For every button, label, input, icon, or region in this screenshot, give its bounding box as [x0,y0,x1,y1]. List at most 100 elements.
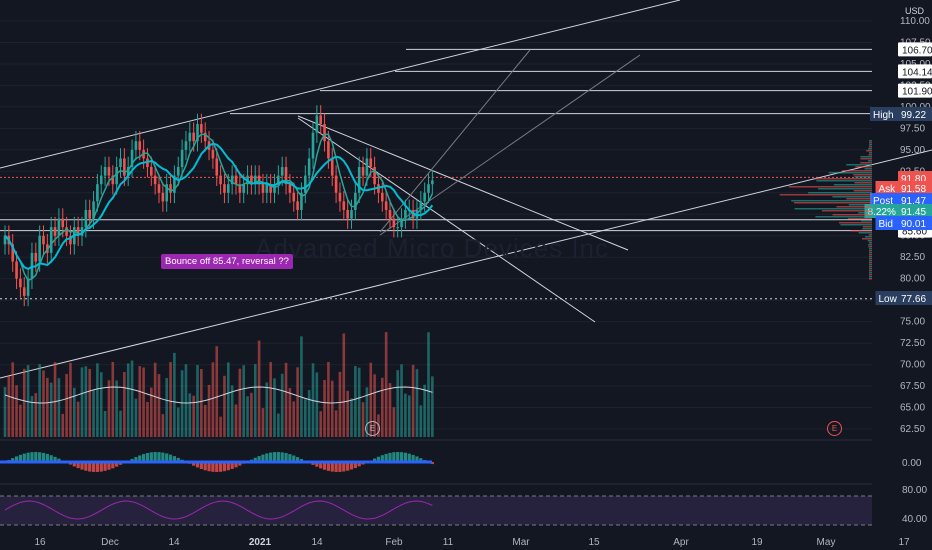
y-tick-label: 95.00 [900,145,925,156]
macd-bar [199,462,203,469]
volume-bar [99,372,103,437]
x-tick-label: 19 [751,537,763,548]
volume-bar [253,364,257,437]
volume-profile-bar [869,278,872,280]
macd-bar [299,458,304,462]
candle-body [330,158,334,176]
volume-bar [7,375,11,437]
volume-bar [261,408,265,437]
volume-bar [176,407,180,437]
x-tick-label: 15 [588,537,600,548]
macd-bar [134,457,138,462]
y-tick-label: 62.50 [900,424,925,435]
volume-bar [400,364,403,437]
macd-bar [72,462,76,467]
candle-body [253,175,257,185]
candle-body [57,218,61,236]
macd-bar [322,462,327,470]
macd-bar [234,462,238,468]
volume-profile-bar [869,256,872,258]
macd-bar [399,452,404,462]
candle-body [269,184,272,193]
macd-bar [407,453,411,462]
candle-body [319,115,322,125]
macd-bar [411,454,415,462]
candle-body [250,175,253,185]
volume-bar [188,393,192,437]
candle-body [15,261,18,279]
macd-bar [284,453,288,462]
volume-profile-bar [860,156,872,158]
trend-line [379,49,531,233]
candle-body [288,184,292,193]
volume-profile-bar [816,180,872,182]
x-tick-label: 11 [443,537,454,548]
volume-bar [357,367,361,437]
candle-body [96,184,99,202]
price-tag-label: High [873,110,894,121]
volume-profile-bar [867,240,872,242]
macd-bar [346,462,350,471]
volume-profile-bar [854,176,872,178]
volume-profile-bar [851,230,872,232]
x-tick-label: Feb [385,537,403,548]
volume-ma-line [4,386,433,404]
volume-profile-bar [832,214,872,216]
price-tag-label-bg [864,204,898,218]
macd-bar [99,462,103,472]
volume-bar [223,375,226,437]
macd-bar [207,462,211,472]
macd-bar [253,457,257,462]
volume-bar [404,393,407,437]
volume-bar [61,413,65,437]
volume-profile-bar [869,270,872,272]
candle-body [30,252,34,279]
macd-bar [373,458,377,462]
volume-bar [69,362,72,437]
volume-bar [334,410,338,437]
volume-bar [30,395,34,437]
candle-body [292,192,296,202]
candle-body [227,184,230,193]
price-tag-value: 91.58 [901,184,926,195]
x-tick-label: May [817,537,836,548]
volume-bar [19,404,22,437]
macd-bar [230,462,234,469]
price-tag-bg [898,291,932,305]
level-tag-label: 101.90 [902,87,932,98]
volume-profile-bar [869,272,872,274]
volume-bar [323,380,326,437]
macd-bar [195,462,200,468]
earnings-marker-1[interactable]: E [365,421,380,436]
y-tick-label: 80.00 [900,274,925,285]
rsi-axis-label: 80.00 [902,485,927,496]
x-tick-label: Mar [512,537,530,548]
macd-bar [168,454,173,462]
candle-body [119,158,122,168]
earnings-marker-2[interactable]: E [827,421,842,436]
volume-bar [230,385,234,437]
macd-bar [215,462,219,472]
symbol-watermark: Advanced Micro Devices Inc [255,233,610,263]
candle-body [242,184,245,193]
volume-profile-bar [869,152,872,154]
y-tick-label: 67.50 [900,381,925,392]
volume-bar [92,390,95,437]
volume-bar [381,377,384,437]
price-tag-label: Ask [879,184,897,195]
annotation-note[interactable]: Bounce off 85.47, reversal ?? [161,254,293,269]
volume-profile-bar [861,220,872,222]
volume-bar [42,370,45,437]
volume-bar [46,377,49,437]
y-tick-label: 75.00 [900,317,925,328]
volume-profile-bar [860,158,872,160]
volume-bar [350,398,353,437]
volume-bar [22,368,26,437]
macd-bar [349,462,354,470]
volume-bar [15,385,18,437]
candle-body [300,192,303,210]
macd-bar [276,452,280,462]
macd-bar [57,458,61,462]
y-tick-label: 82.50 [900,252,925,263]
